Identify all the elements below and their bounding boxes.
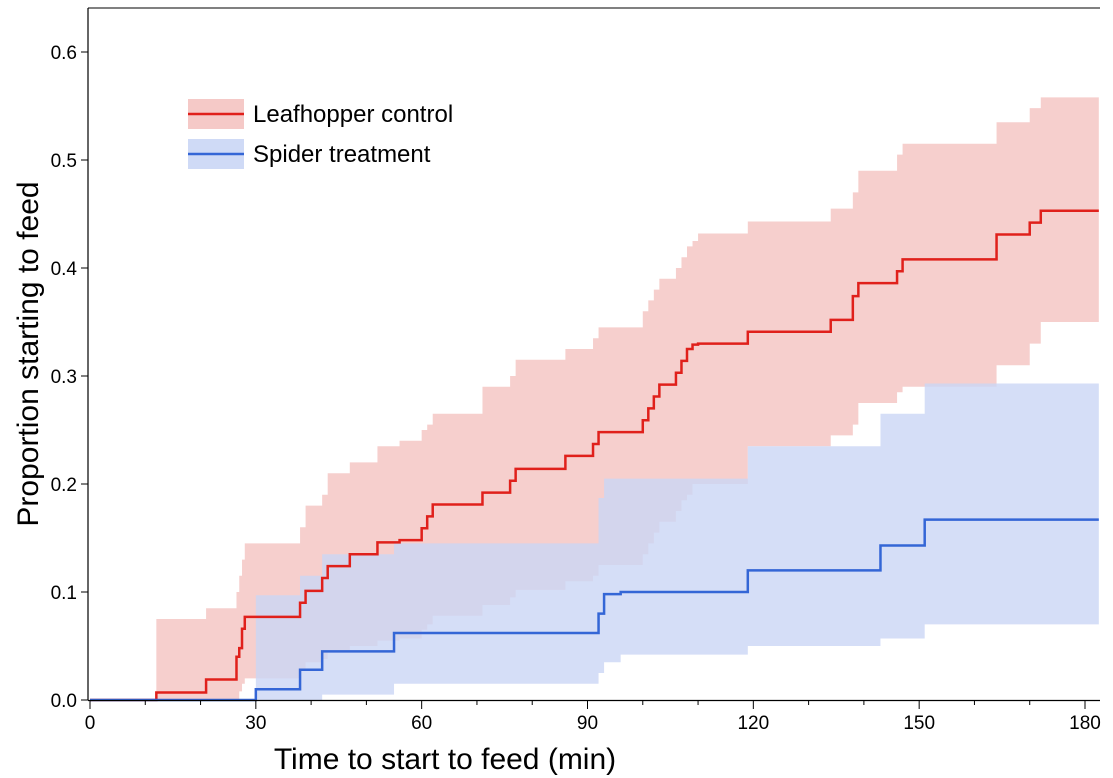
x-tick-label: 0 xyxy=(85,713,96,734)
x-tick-label: 120 xyxy=(737,713,769,734)
x-axis-title: Time to start to feed (min) xyxy=(274,743,616,776)
x-tick-label: 60 xyxy=(411,713,432,734)
x-tick-label: 90 xyxy=(577,713,598,734)
legend: Leafhopper control Spider treatment xyxy=(188,99,453,169)
legend-label-spider-treatment: Spider treatment xyxy=(253,141,431,168)
curve-spider-treatment xyxy=(90,518,1099,702)
legend-label-leafhopper-control: Leafhopper control xyxy=(253,101,453,128)
y-tick-label: 0.4 xyxy=(51,259,78,280)
y-tick-label: 0.2 xyxy=(51,475,77,496)
axes xyxy=(87,7,1100,702)
x-axis-ticks: 0 30 60 90 120 150 180 xyxy=(85,700,1101,734)
curve-leafhopper-control xyxy=(90,209,1099,702)
survival-curves xyxy=(90,209,1099,702)
band-spider-treatment xyxy=(90,383,1099,700)
y-axis-ticks: 0.0 0.1 0.2 0.3 0.4 0.5 0.6 xyxy=(51,43,88,712)
y-tick-label: 0.0 xyxy=(51,691,77,712)
confidence-bands xyxy=(90,97,1099,701)
x-tick-label: 30 xyxy=(245,713,266,734)
y-tick-label: 0.5 xyxy=(51,151,77,172)
x-tick-label: 180 xyxy=(1069,713,1101,734)
y-tick-label: 0.6 xyxy=(51,43,77,64)
band-leafhopper-control xyxy=(90,97,1099,701)
x-tick-label: 150 xyxy=(903,713,935,734)
y-tick-label: 0.3 xyxy=(51,367,77,388)
y-axis-title: Proportion starting to feed xyxy=(12,181,45,526)
y-tick-label: 0.1 xyxy=(51,583,77,604)
